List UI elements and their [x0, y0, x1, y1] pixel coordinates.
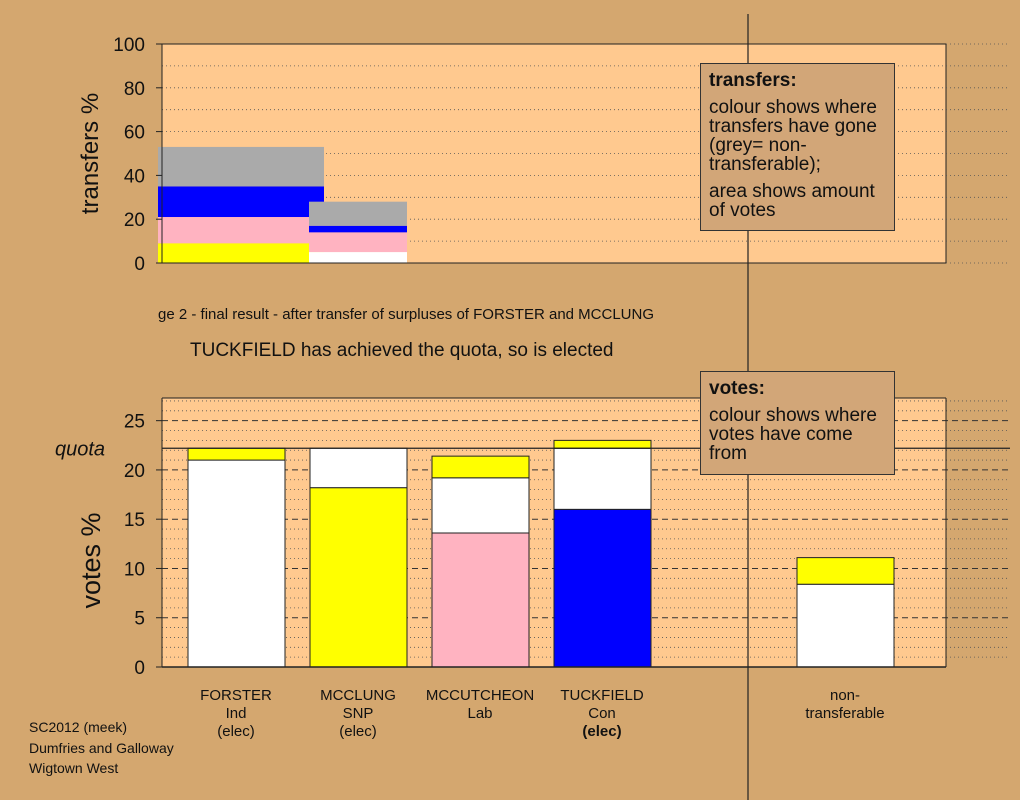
vote-bar-segment [553, 447, 652, 510]
vote-bar-segment [187, 459, 286, 668]
vote-bar-segment [431, 532, 530, 668]
candidate-party: Con [588, 705, 616, 722]
vote-bar-segment [431, 455, 530, 479]
y-tick-label: 25 [124, 412, 145, 433]
candidate-label-mcclung: MCCLUNG SNP (elec) [288, 687, 428, 741]
transfer-bar-segment [309, 225, 407, 233]
candidate-party: transferable [805, 705, 885, 722]
votes-legend-heading: votes: [709, 378, 765, 399]
transfer-bar-segment [309, 252, 407, 263]
footer-line1: SC2012 (meek) [29, 719, 128, 735]
stage-title: ge 2 - final result - after transfer of … [158, 306, 655, 323]
transfer-bar-segment [158, 146, 324, 187]
y-axis-label: transfers % [77, 93, 104, 214]
votes-legend: votes: colour shows where votes have com… [700, 371, 895, 475]
y-tick-label: 100 [113, 35, 145, 56]
candidate-label-mccutcheon: MCCUTCHEON Lab [410, 687, 550, 723]
y-tick-label: 0 [134, 254, 145, 275]
y-tick-label: 15 [124, 510, 145, 531]
candidate-name: MCCLUNG [320, 687, 396, 704]
transfer-bar-segment [158, 186, 324, 218]
vote-bar-segment [796, 557, 895, 585]
candidate-name: MCCUTCHEON [425, 687, 535, 704]
y-tick-label: 10 [124, 559, 145, 580]
candidate-status: (elec) [339, 723, 377, 740]
transfers-legend-text1: colour shows where transfers have gone (… [709, 97, 877, 175]
candidate-label-forster: FORSTER Ind (elec) [166, 687, 306, 741]
transfers-legend-heading: transfers: [709, 70, 797, 91]
y-tick-label: 20 [124, 210, 145, 231]
candidate-label-nontransferable: non- transferable [775, 687, 915, 723]
candidate-name: FORSTER [200, 687, 272, 704]
candidate-status: (elec) [217, 723, 255, 740]
y-tick-label: 40 [124, 166, 145, 187]
elected-message: TUCKFIELD has achieved the quota, so is … [190, 340, 614, 361]
vote-bar-segment [796, 583, 895, 668]
transfer-bar-segment [309, 232, 407, 253]
y-tick-label: 5 [134, 609, 145, 630]
y-tick-label: 60 [124, 123, 145, 144]
vote-bar-segment [309, 487, 408, 668]
transfer-bar-segment [158, 243, 324, 263]
transfer-bar-segment [309, 201, 407, 226]
vote-bar-segment [553, 508, 652, 668]
quota-label: quota [55, 438, 105, 460]
vote-bar-segment [553, 439, 652, 449]
y-tick-label: 80 [124, 79, 145, 100]
vote-bar-segment [187, 447, 286, 461]
candidate-party: Ind [225, 705, 247, 722]
y-tick-label: 0 [134, 658, 145, 679]
candidate-name: TUCKFIELD [560, 687, 644, 704]
transfer-bar-segment [158, 217, 324, 244]
candidate-label-tuckfield: TUCKFIELD Con (elec) [532, 687, 672, 741]
vote-bar-segment [431, 477, 530, 534]
footer-line3: Wigtown West [29, 760, 119, 776]
y-tick-label: 20 [124, 461, 145, 482]
candidate-status: (elec) [582, 723, 622, 740]
candidate-name: non- [829, 687, 861, 704]
transfers-legend: transfers: colour shows where transfers … [700, 63, 895, 231]
vote-bar-segment [309, 447, 408, 489]
candidate-party: Lab [467, 705, 493, 722]
y-axis-label: votes % [76, 512, 106, 608]
transfers-legend-text2: area shows amount of votes [709, 181, 875, 221]
candidate-party: SNP [342, 705, 374, 722]
votes-legend-text1: colour shows where votes have come from [709, 405, 877, 464]
footer-line2: Dumfries and Galloway [29, 740, 174, 756]
